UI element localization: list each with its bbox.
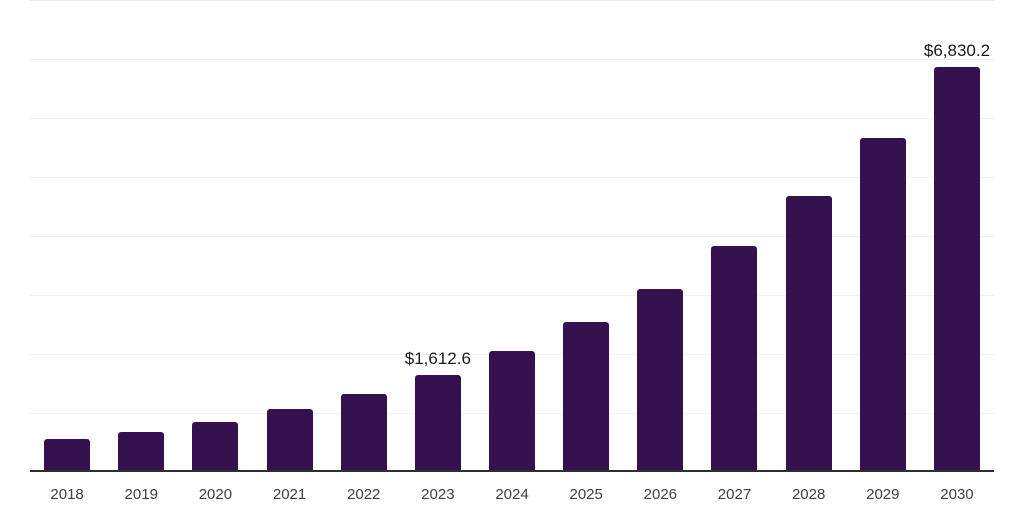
bar-slot-2027	[697, 0, 771, 470]
bar-2023	[414, 374, 461, 470]
bar-slot-2024	[475, 0, 549, 470]
gridline	[30, 0, 994, 1]
gridline	[30, 177, 994, 178]
bar-2026	[637, 288, 684, 470]
bar-2022	[340, 393, 387, 470]
bar-slot-2029	[846, 0, 920, 470]
x-tick-label-2023: 2023	[421, 486, 455, 503]
bar-slot-2019	[104, 0, 178, 470]
bar-slot-2025	[549, 0, 623, 470]
gridline	[30, 295, 994, 296]
bar-slot-2030: $6,830.2	[920, 0, 994, 470]
x-tick-label-2029: 2029	[866, 486, 900, 503]
bar-2030	[933, 67, 980, 470]
bar-2018	[44, 439, 91, 470]
x-tick-label-2030: 2030	[940, 486, 974, 503]
gridline	[30, 59, 994, 60]
bar-series: $1,612.6 $6,830.2	[30, 0, 994, 470]
bar-slot-2023: $1,612.6	[401, 0, 475, 470]
x-tick-label-2027: 2027	[717, 486, 752, 503]
bar-2020	[192, 421, 239, 470]
x-tick-label-2018: 2018	[50, 486, 84, 503]
bar-slot-2028	[772, 0, 846, 470]
bar-2025	[563, 321, 610, 470]
x-tick-label-2019: 2019	[124, 486, 158, 503]
gridline	[30, 118, 994, 119]
bar-2024	[489, 350, 536, 470]
x-tick-label-2021: 2021	[272, 486, 307, 503]
bar-2029	[859, 138, 906, 470]
x-tick-label-2028: 2028	[791, 486, 826, 503]
x-tick-label-2022: 2022	[347, 486, 381, 503]
bar-value-label-2023: $1,612.6	[404, 348, 471, 368]
bar-slot-2021	[252, 0, 326, 470]
bar-slot-2020	[178, 0, 252, 470]
bar-value-label-2030: $6,830.2	[923, 41, 991, 60]
bar-2028	[785, 196, 832, 470]
bar-2027	[711, 245, 758, 470]
bar-slot-2018	[30, 0, 104, 470]
x-axis-labels: 2018 2019 2020 2021 2022 2023 2024 2025 2026 2027…	[30, 474, 994, 503]
x-tick-label-2024: 2024	[495, 486, 529, 503]
bar-2019	[118, 431, 165, 470]
gridline	[30, 236, 994, 237]
x-tick-label-2025: 2025	[569, 486, 603, 503]
plot-area: $1,612.6 $6,830.2	[30, 0, 994, 472]
bar-slot-2022	[327, 0, 401, 470]
bar-slot-2026	[623, 0, 697, 470]
x-tick-label-2020: 2020	[198, 486, 233, 503]
bar-2021	[266, 408, 313, 470]
x-tick-label-2026: 2026	[643, 486, 678, 503]
